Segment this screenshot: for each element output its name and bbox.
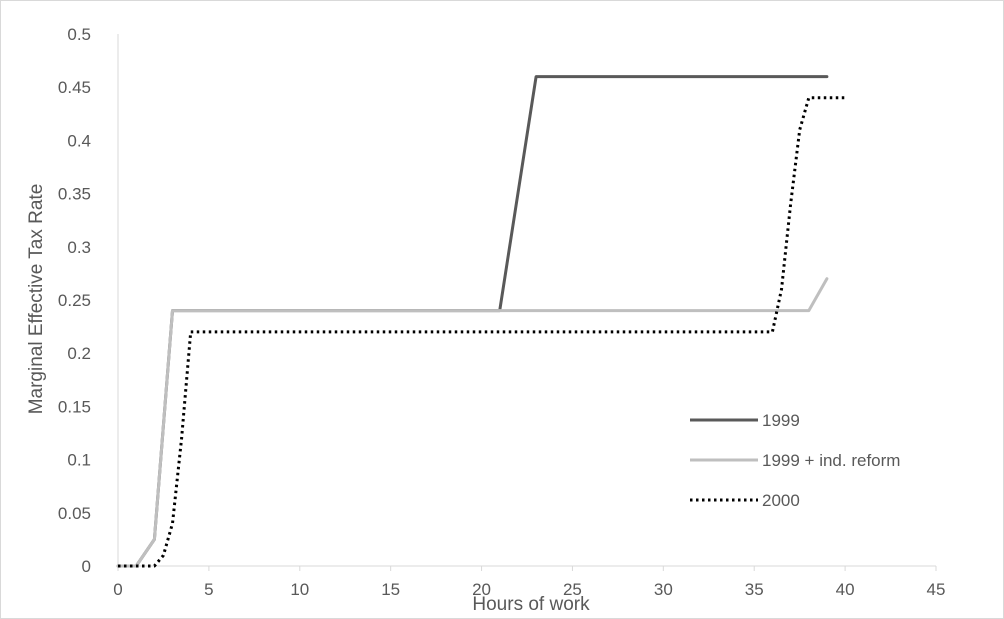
y-tick-label: 0.25 xyxy=(58,291,91,310)
y-tick-label: 0.35 xyxy=(58,185,91,204)
series-line-2 xyxy=(118,96,846,568)
legend-label-0: 1999 xyxy=(762,411,800,430)
y-tick-label: 0.05 xyxy=(58,504,91,523)
series-line-1 xyxy=(116,277,829,568)
y-tick-label: 0.15 xyxy=(58,397,91,416)
x-tick-label: 25 xyxy=(563,580,582,599)
legend-label-1: 1999 + ind. reform xyxy=(762,451,900,470)
y-tick-label: 0.4 xyxy=(67,131,91,150)
x-tick-label: 35 xyxy=(745,580,764,599)
y-tick-label: 0 xyxy=(82,557,91,576)
y-tick-label: 0.3 xyxy=(67,238,91,257)
y-tick-label: 0.2 xyxy=(67,344,91,363)
x-tick-label: 40 xyxy=(836,580,855,599)
x-tick-label: 10 xyxy=(290,580,309,599)
series-layer xyxy=(116,75,846,568)
x-tick-label: 30 xyxy=(654,580,673,599)
x-tick-label: 15 xyxy=(381,580,400,599)
legend: 1999 1999 + ind. reform 2000 xyxy=(690,411,900,510)
series-line-0 xyxy=(116,75,829,568)
x-tick-label: 20 xyxy=(472,580,491,599)
y-tick-label: 0.5 xyxy=(67,25,91,44)
y-axis-title: Marginal Effective Tax Rate xyxy=(26,184,47,415)
x-tick-label: 0 xyxy=(113,580,122,599)
x-tick-label: 45 xyxy=(927,580,946,599)
y-tick-label: 0.45 xyxy=(58,78,91,97)
x-tick-label: 5 xyxy=(204,580,213,599)
x-axis-title: Hours of work xyxy=(472,594,590,615)
legend-label-2: 2000 xyxy=(762,491,800,510)
y-tick-label: 0.1 xyxy=(67,451,91,470)
axes: 0 0.05 0.1 0.15 0.2 0.25 0.3 0.35 0.4 0.45 0.5 0 5 10… xyxy=(58,25,946,599)
